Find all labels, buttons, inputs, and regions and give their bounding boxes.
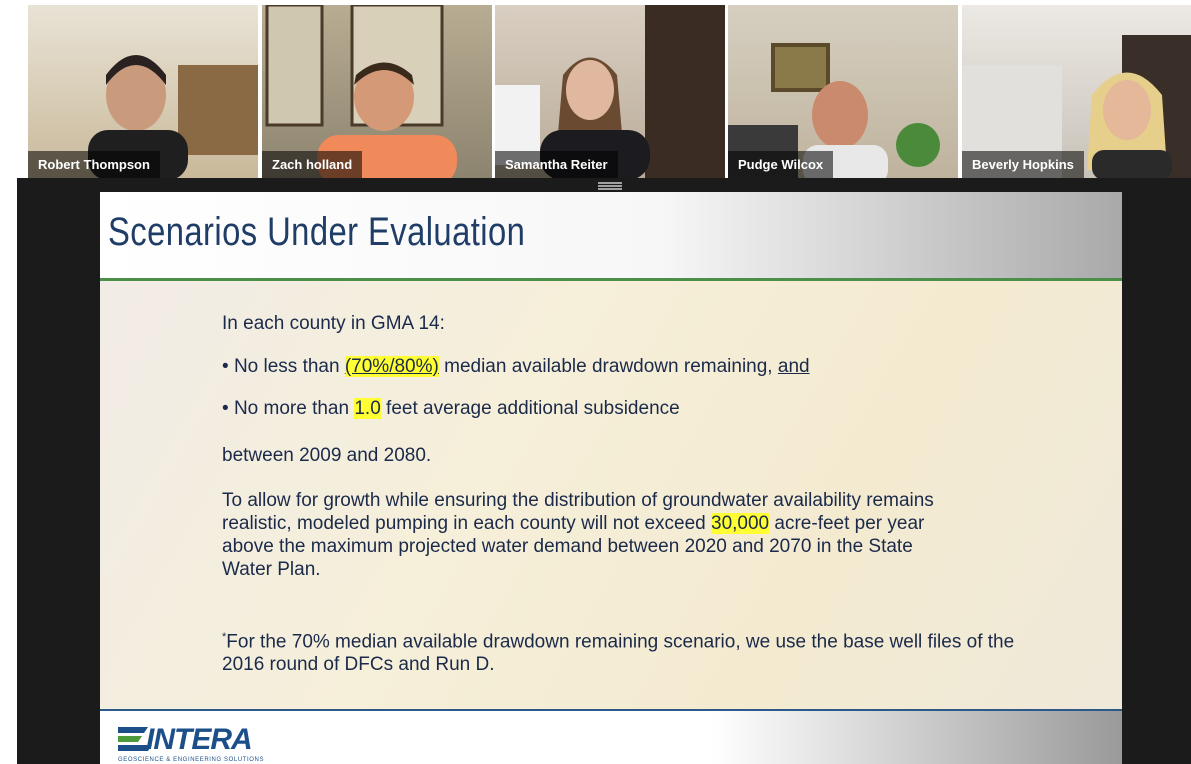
logo-tagline: GEOSCIENCE & ENGINEERING SOLUTIONS (118, 757, 264, 763)
slide-footer: INTERA GEOSCIENCE & ENGINEERING SOLUTION… (100, 709, 1122, 764)
slide-title: Scenarios Under Evaluation (108, 210, 525, 255)
slide-body: In each county in GMA 14: • No less than… (100, 281, 1122, 709)
video-tile[interactable]: Pudge Wilcox (728, 5, 958, 178)
highlight: (70%/80%) (345, 356, 439, 377)
bullet: • No more than 1.0 feet average addition… (222, 398, 680, 420)
bullet-text: feet average additional subsidence (381, 398, 680, 419)
participant-name: Robert Thompson (28, 151, 160, 178)
bullet-marker: • (222, 398, 229, 419)
shared-slide: Scenarios Under Evaluation In each count… (100, 192, 1122, 764)
period: between 2009 and 2080. (222, 445, 431, 467)
participant-name: Pudge Wilcox (728, 151, 833, 178)
footnote-text: For the 70% median available drawdown re… (222, 631, 1014, 675)
bullet-text: median available drawdown remaining, (439, 356, 778, 377)
bullet-text: No more than (234, 398, 354, 419)
highlight: 1.0 (354, 398, 380, 419)
screen: {"participants": [ {"name": "Robert Thom… (0, 0, 1191, 764)
bullet-text: No less than (234, 356, 345, 377)
intro: In each county in GMA 14: (222, 313, 445, 335)
bullet: • No less than (70%/80%) median availabl… (222, 356, 810, 378)
underlined-text: and (778, 356, 810, 377)
video-tile[interactable]: Robert Thompson (28, 5, 258, 178)
participant-name: Samantha Reiter (495, 151, 618, 178)
video-tile[interactable]: Zach holland (262, 5, 492, 178)
footnote: *For the 70% median available drawdown r… (222, 626, 1022, 676)
bullet-marker: • (222, 356, 229, 377)
logo-name: INTERA (146, 723, 252, 757)
paragraph: To allow for growth while ensuring the d… (222, 489, 952, 581)
video-tile[interactable]: Samantha Reiter (495, 5, 725, 178)
participant-name: Beverly Hopkins (962, 151, 1084, 178)
participant-name: Zach holland (262, 151, 362, 178)
highlight: 30,000 (711, 513, 769, 534)
slide-title-bar: Scenarios Under Evaluation (100, 192, 1122, 281)
video-tile[interactable]: Beverly Hopkins (962, 5, 1191, 178)
resize-handle[interactable] (598, 181, 622, 191)
